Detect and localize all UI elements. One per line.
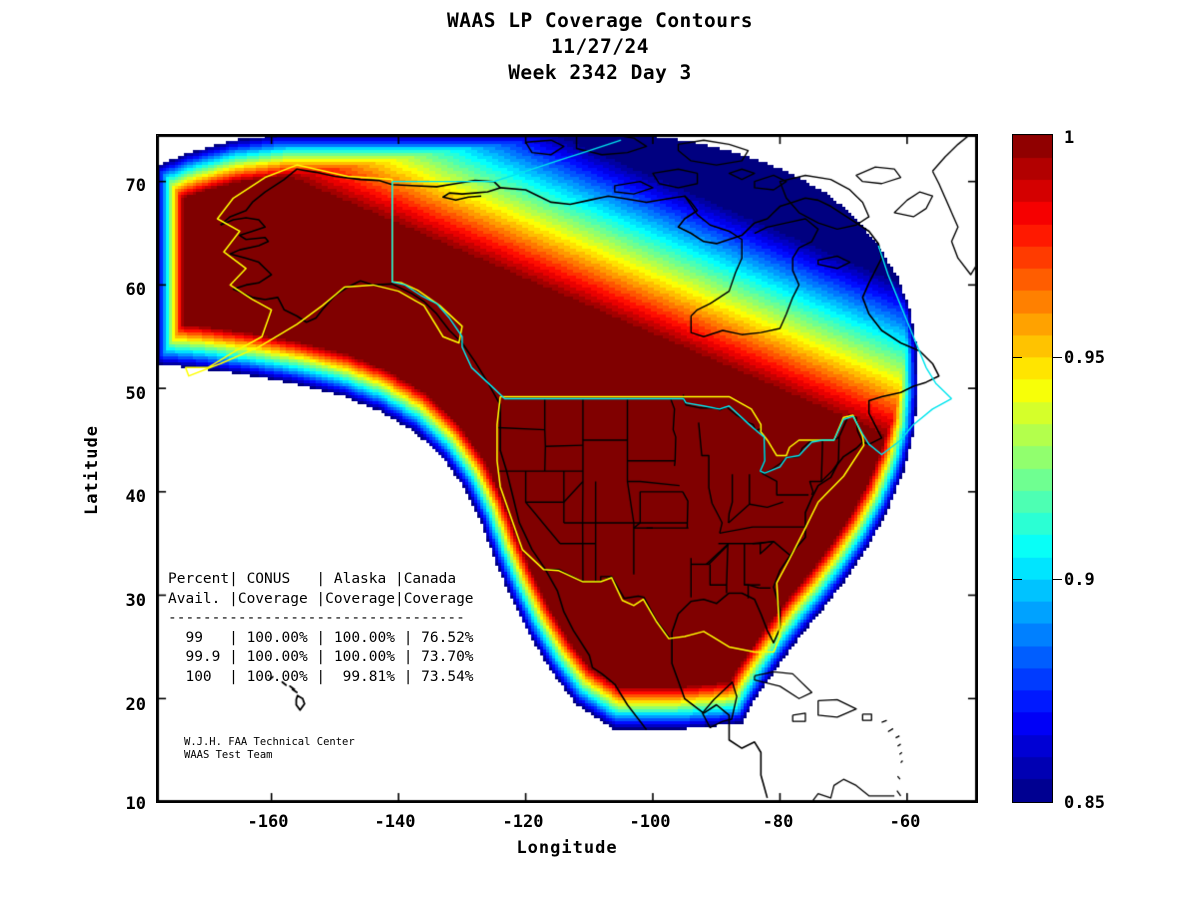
coverage-contour-plot	[156, 134, 978, 803]
xtick-label--60: -60	[889, 812, 921, 832]
colorbar-tick-09-inner	[1013, 579, 1022, 580]
colorbar-gradient	[1013, 135, 1052, 802]
ytick-label-10: 10	[125, 794, 146, 814]
coverage-stats-table: Percent| CONUS | Alaska |Canada Avail. |…	[168, 570, 474, 688]
colorbar-label-09: 0.9	[1064, 570, 1095, 590]
colorbar-tick-095-inner	[1013, 357, 1022, 358]
ytick-label-30: 30	[125, 591, 146, 611]
title-line-3: Week 2342 Day 3	[508, 61, 692, 84]
ytick-label-20: 20	[125, 695, 146, 715]
credit-block: W.J.H. FAA Technical Center WAAS Test Te…	[184, 736, 355, 762]
ytick-label-50: 50	[125, 384, 146, 404]
colorbar-tick-09-outer	[1053, 579, 1062, 580]
coverage-heatmap-canvas	[157, 135, 977, 802]
stats-row-100: 100 | 100.00% | 99.81% | 73.54%	[168, 668, 474, 685]
credit-line-2: WAAS Test Team	[184, 749, 273, 761]
colorbar-tick-095-outer	[1053, 357, 1062, 358]
xtick-label--120: -120	[502, 812, 544, 832]
ytick-label-70: 70	[125, 176, 146, 196]
x-axis-label: Longitude	[516, 838, 618, 858]
title-line-1: WAAS LP Coverage Contours	[447, 9, 753, 32]
ytick-label-40: 40	[125, 487, 146, 507]
xtick-label--80: -80	[762, 812, 794, 832]
ytick-label-60: 60	[125, 280, 146, 300]
xtick-label--140: -140	[374, 812, 416, 832]
stats-row-999: 99.9 | 100.00% | 100.00% | 73.70%	[168, 649, 474, 666]
credit-line-1: W.J.H. FAA Technical Center	[184, 736, 355, 748]
y-axis-label: Latitude	[82, 425, 102, 515]
colorbar-label-085: 0.85	[1064, 793, 1105, 813]
colorbar-label-1: 1	[1064, 128, 1075, 148]
xtick-label--160: -160	[247, 812, 289, 832]
title-line-2: 11/27/24	[551, 35, 649, 58]
xtick-label--100: -100	[629, 812, 671, 832]
stats-header-row-2: Avail. |Coverage |Coverage|Coverage	[168, 590, 474, 607]
colorbar-label-095: 0.95	[1064, 348, 1105, 368]
chart-title-block: WAAS LP Coverage Contours 11/27/24 Week …	[0, 8, 1200, 86]
coverage-colorbar	[1012, 134, 1053, 803]
stats-rule: ----------------------------------	[168, 610, 465, 627]
stats-header-row-1: Percent| CONUS | Alaska |Canada	[168, 571, 457, 587]
stats-row-99: 99 | 100.00% | 100.00% | 76.52%	[168, 629, 474, 646]
